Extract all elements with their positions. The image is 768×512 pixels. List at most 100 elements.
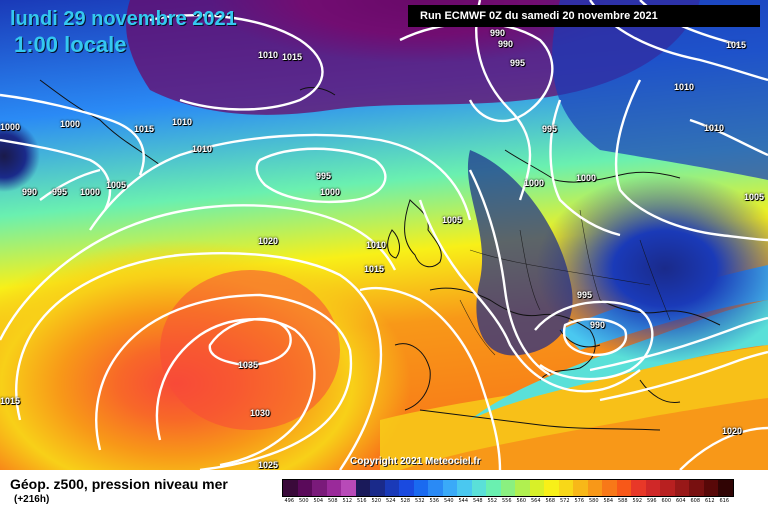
isobar-label: 1025 xyxy=(258,460,279,470)
scale-swatch xyxy=(326,480,341,496)
isobar-label: 1020 xyxy=(258,236,279,246)
scale-label: 496 xyxy=(284,498,295,504)
isobar-label: 1000 xyxy=(320,187,341,197)
isobar-label: 1000 xyxy=(524,178,545,188)
scale-swatch xyxy=(587,480,602,496)
scale-swatch xyxy=(689,480,704,496)
forecast-time: 1:00 locale xyxy=(14,32,127,57)
isobar-label: 1010 xyxy=(258,50,279,60)
forecast-date: lundi 29 novembre 2021 xyxy=(10,8,237,30)
scale-label: 580 xyxy=(588,498,599,504)
scale-swatch xyxy=(660,480,675,496)
scale-label: 500 xyxy=(298,498,309,504)
scale-label: 512 xyxy=(342,498,353,504)
isobar-lines xyxy=(0,0,768,470)
scale-label: 556 xyxy=(501,498,512,504)
scale-swatch xyxy=(471,480,486,496)
scale-label: 592 xyxy=(632,498,643,504)
scale-label: 536 xyxy=(429,498,440,504)
scale-swatch xyxy=(399,480,414,496)
isobar-label: 990 xyxy=(498,39,514,49)
scale-swatch xyxy=(297,480,312,496)
isobar-label: 1010 xyxy=(172,117,193,127)
isobar-label: 1000 xyxy=(80,187,101,197)
isobar-label: 1015 xyxy=(364,264,385,274)
scale-label: 504 xyxy=(313,498,324,504)
scale-swatch xyxy=(674,480,689,496)
scale-label: 528 xyxy=(400,498,411,504)
isobar-label: 995 xyxy=(52,187,68,197)
isobar-label: 995 xyxy=(316,171,332,181)
scale-label: 564 xyxy=(530,498,541,504)
color-scale xyxy=(282,479,734,497)
scale-label: 576 xyxy=(574,498,585,504)
isobar-label: 1000 xyxy=(60,119,81,129)
scale-label: 588 xyxy=(617,498,628,504)
isobar-label: 1015 xyxy=(0,396,21,406)
scale-swatch xyxy=(616,480,631,496)
scale-swatch xyxy=(486,480,501,496)
isobar-label: 1010 xyxy=(704,123,725,133)
isobar-label: 1030 xyxy=(250,408,271,418)
scale-label: 584 xyxy=(603,498,614,504)
isobar-label: 1020 xyxy=(722,426,743,436)
scale-swatch xyxy=(370,480,385,496)
isobar-label: 1000 xyxy=(576,173,597,183)
scale-swatch xyxy=(384,480,399,496)
scale-label: 516 xyxy=(356,498,367,504)
scale-swatch xyxy=(558,480,573,496)
color-scale-labels: 496 500 504 508 512 516 520 524 528 532 536 540 544 5… xyxy=(282,498,732,504)
scale-label: 540 xyxy=(443,498,454,504)
forecast-lead-time: (+216h) xyxy=(14,494,50,505)
isobar-label: 1015 xyxy=(282,52,303,62)
scale-swatch xyxy=(515,480,530,496)
isobar-label: 1005 xyxy=(442,215,463,225)
scale-label: 524 xyxy=(385,498,396,504)
scale-swatch xyxy=(529,480,544,496)
scale-swatch xyxy=(703,480,718,496)
scale-swatch xyxy=(413,480,428,496)
scale-swatch xyxy=(718,480,733,496)
scale-label: 600 xyxy=(661,498,672,504)
geopotential-field xyxy=(0,0,768,470)
scale-label: 596 xyxy=(646,498,657,504)
scale-label: 616 xyxy=(719,498,730,504)
scale-swatch xyxy=(355,480,370,496)
scale-swatch xyxy=(645,480,660,496)
isobar-label: 995 xyxy=(510,58,526,68)
model-run-banner: Run ECMWF 0Z du samedi 20 novembre 2021 xyxy=(408,5,760,27)
scale-label: 612 xyxy=(704,498,715,504)
scale-label: 572 xyxy=(559,498,570,504)
legend-title: Géop. z500, pression niveau mer xyxy=(10,476,228,492)
weather-map: lundi 29 novembre 2021 1:00 locale Run E… xyxy=(0,0,768,470)
scale-label: 568 xyxy=(545,498,556,504)
isobar-label: 1010 xyxy=(192,144,213,154)
legend-panel: Géop. z500, pression niveau mer (+216h) … xyxy=(0,470,768,512)
scale-swatch xyxy=(631,480,646,496)
isobar-label: 1010 xyxy=(366,240,387,250)
scale-swatch xyxy=(573,480,588,496)
scale-swatch xyxy=(457,480,472,496)
scale-label: 604 xyxy=(675,498,686,504)
isobar-label: 995 xyxy=(577,290,593,300)
scale-swatch xyxy=(602,480,617,496)
scale-swatch xyxy=(500,480,515,496)
isobar-label: 1015 xyxy=(134,124,155,134)
isobar-label: 1035 xyxy=(238,360,259,370)
scale-swatch xyxy=(341,480,356,496)
scale-swatch xyxy=(283,480,298,496)
isobar-label: 990 xyxy=(590,320,606,330)
isobar-label: 990 xyxy=(22,187,38,197)
isobar-label: 995 xyxy=(542,124,558,134)
isobar-label: 1005 xyxy=(106,180,127,190)
scale-swatch xyxy=(312,480,327,496)
scale-label: 508 xyxy=(327,498,338,504)
scale-label: 552 xyxy=(487,498,498,504)
scale-swatch xyxy=(428,480,443,496)
isobar-label: 1010 xyxy=(674,82,695,92)
scale-label: 608 xyxy=(690,498,701,504)
copyright-text: Copyright 2021 Meteociel.fr xyxy=(350,456,481,467)
scale-label: 560 xyxy=(516,498,527,504)
isobar-label: 1005 xyxy=(744,192,765,202)
scale-label: 544 xyxy=(458,498,469,504)
